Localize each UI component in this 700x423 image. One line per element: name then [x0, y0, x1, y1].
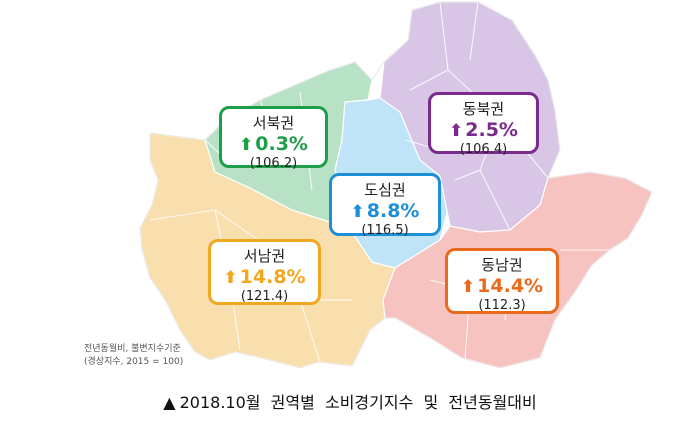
region-label-dosim: 도심권 ⬆ 8.8% (116.5) [329, 173, 441, 238]
up-arrow-icon: ⬆ [449, 121, 464, 141]
region-name: 서북권 [252, 114, 295, 132]
region-name: 동북권 [462, 100, 505, 118]
region-label-dongbuk: 동북권 ⬆ 2.5% (106.4) [428, 92, 539, 157]
region-label-dongnam: 동남권 ⬆ 14.4% (112.3) [445, 248, 559, 314]
region-index: (106.4) [459, 142, 508, 157]
region-index: (121.4) [240, 289, 289, 304]
region-name: 도심권 [364, 181, 406, 199]
note-line-2: (경상지수, 2015 = 100) [84, 357, 184, 367]
region-index: (116.5) [361, 223, 409, 238]
region-label-seobuk: 서북권 ⬆ 0.3% (106.2) [219, 106, 328, 171]
region-name: 동남권 [481, 256, 523, 274]
region-change: ⬆ 0.3% [239, 133, 308, 155]
map-note: 전년동월비, 불변지수기준 (경상지수, 2015 = 100) [84, 343, 183, 369]
region-change: ⬆ 2.5% [449, 119, 518, 141]
triangle-marker-icon: ▲ [163, 393, 176, 412]
up-arrow-icon: ⬆ [223, 268, 238, 288]
up-arrow-icon: ⬆ [350, 202, 365, 222]
region-change: ⬆ 14.8% [223, 266, 306, 288]
region-name: 서남권 [243, 247, 286, 265]
region-change: ⬆ 8.8% [350, 200, 420, 222]
region-index: (106.2) [249, 156, 298, 171]
region-index: (112.3) [478, 298, 526, 313]
note-line-1: 전년동월비, 불변지수기준 [84, 344, 181, 354]
up-arrow-icon: ⬆ [239, 135, 254, 155]
figure-caption: ▲ 2018.10월 권역별 소비경기지수 및 전년동월대비 [0, 389, 700, 413]
region-label-seonam: 서남권 ⬆ 14.8% (121.4) [208, 239, 321, 305]
up-arrow-icon: ⬆ [460, 277, 476, 297]
caption-text: 2018.10월 권역별 소비경기지수 및 전년동월대비 [179, 393, 537, 412]
region-change: ⬆ 14.4% [460, 275, 544, 297]
